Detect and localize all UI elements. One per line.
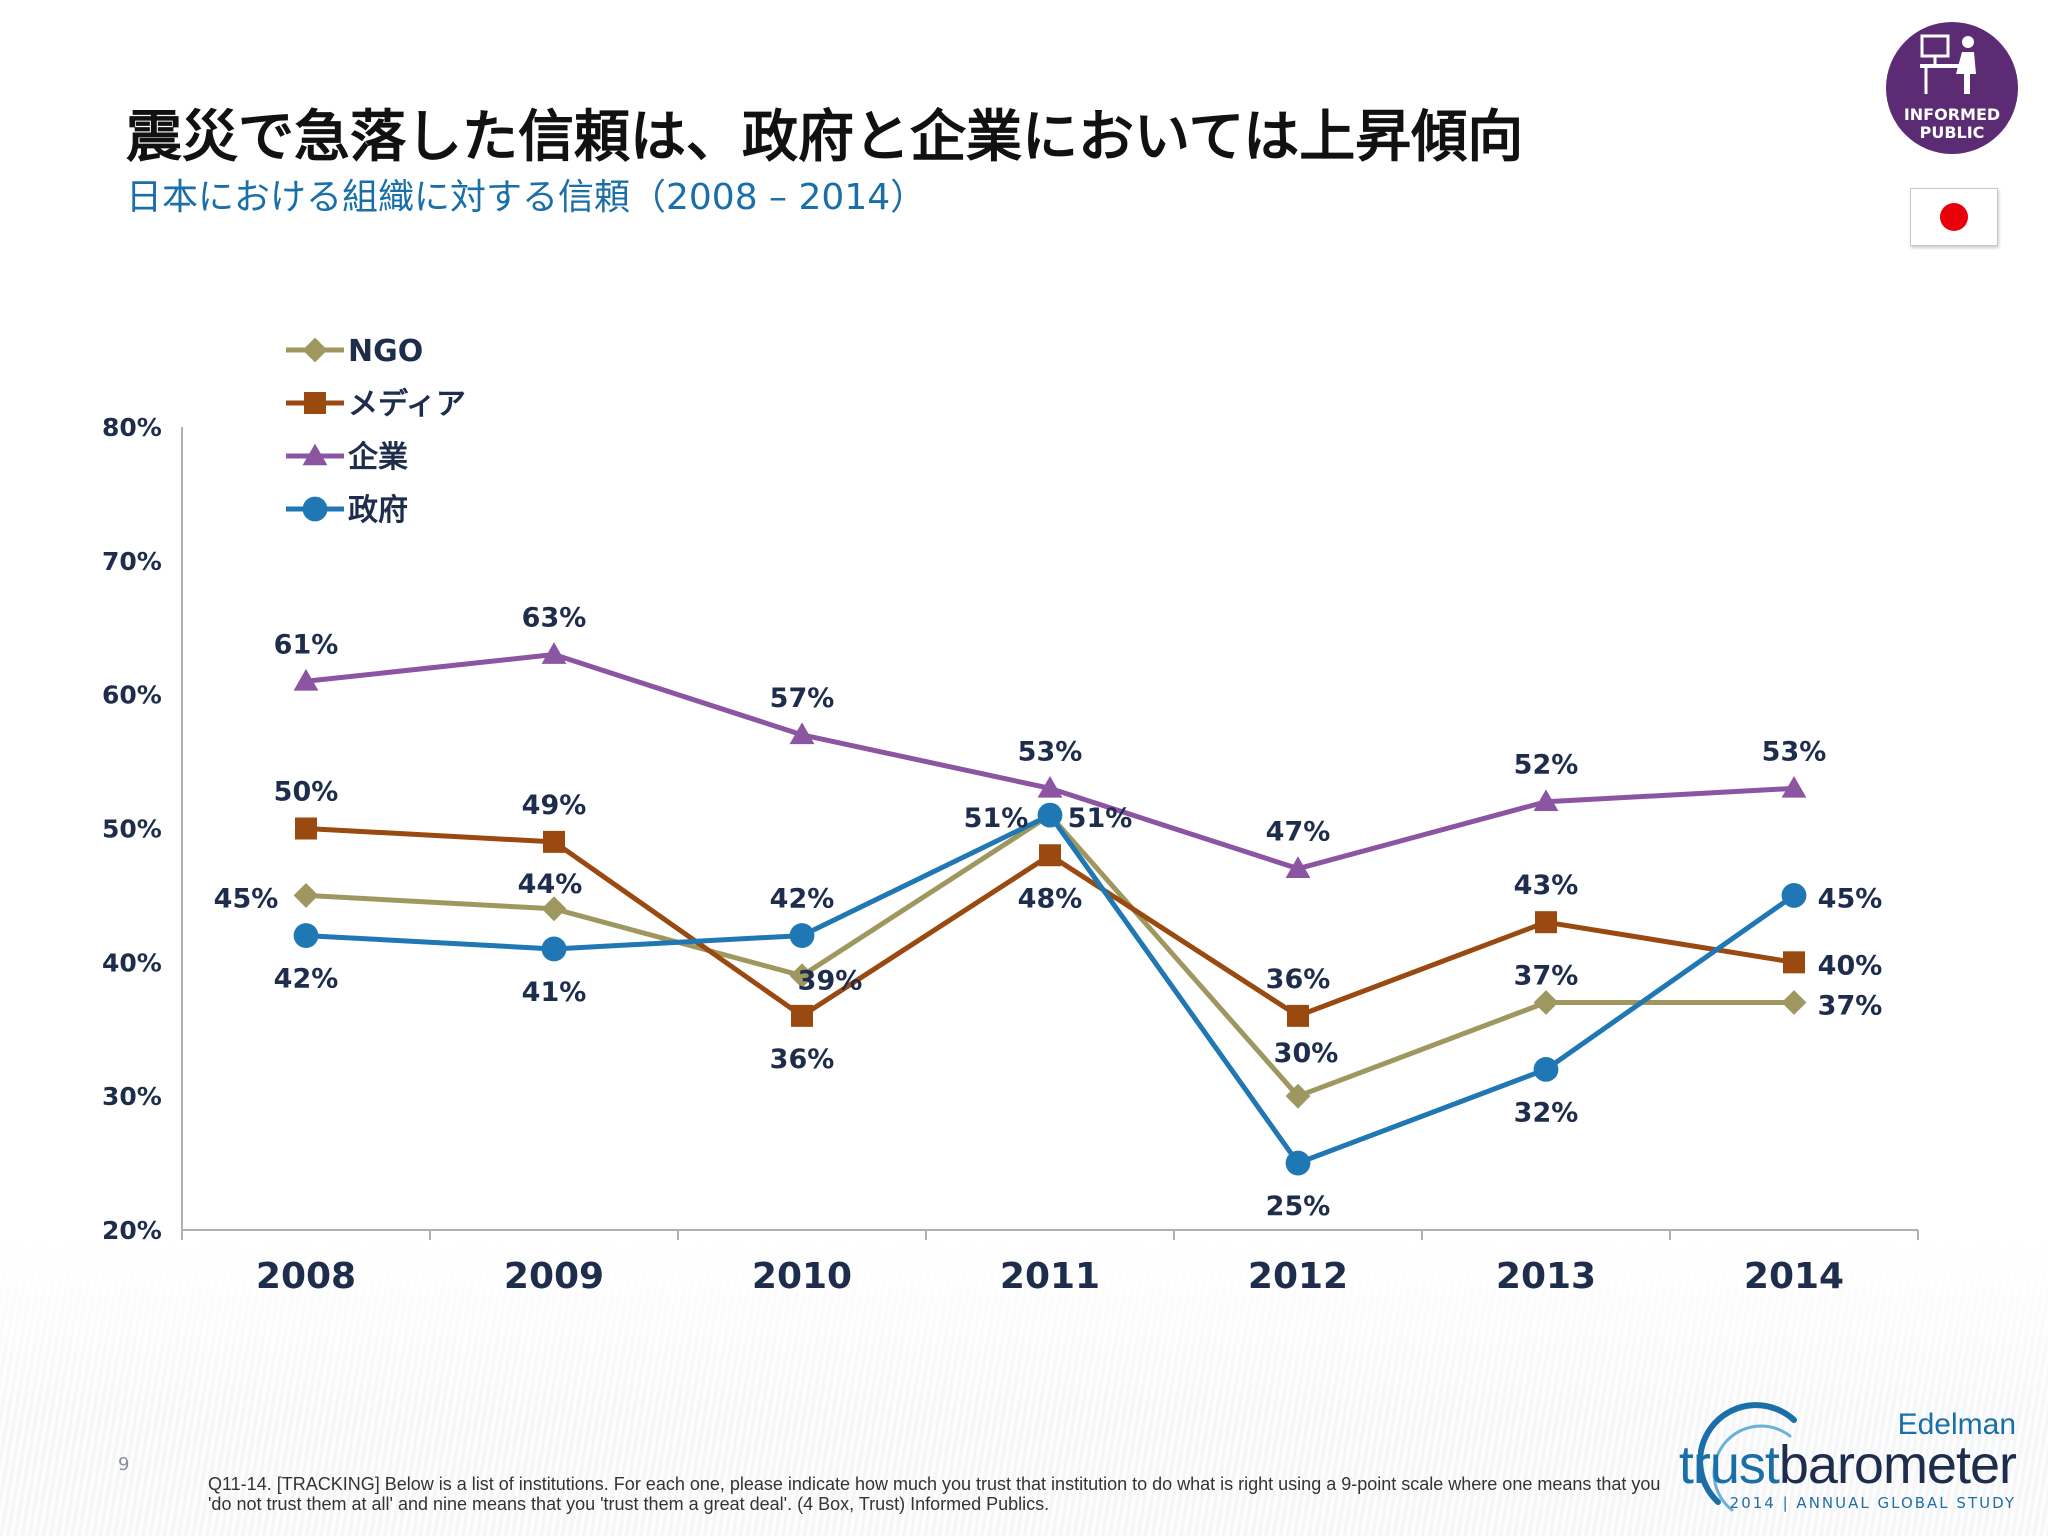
- y-tick-label: 40%: [102, 948, 162, 977]
- data-point-ngo: [541, 896, 567, 922]
- data-point-media: [791, 1004, 813, 1027]
- y-tick-label: 30%: [102, 1082, 162, 1111]
- data-point-business: [1037, 775, 1063, 798]
- data-label-media: 40%: [1818, 950, 1883, 981]
- data-point-media: [1039, 844, 1061, 867]
- data-point-business: [1533, 789, 1559, 812]
- data-point-government: [1285, 1150, 1311, 1176]
- data-point-government: [293, 923, 319, 948]
- y-tick-label: 50%: [102, 815, 162, 844]
- data-label-ngo: 39%: [798, 966, 863, 997]
- data-label-government: 32%: [1514, 1097, 1579, 1128]
- x-tick-label: 2008: [256, 1256, 356, 1297]
- data-label-media: 36%: [1266, 964, 1331, 995]
- data-label-government: 42%: [274, 964, 339, 995]
- data-label-ngo: 30%: [1274, 1038, 1339, 1069]
- data-label-media: 36%: [770, 1044, 835, 1075]
- person-at-desk-icon: [1920, 34, 1976, 94]
- data-point-business: [1285, 856, 1311, 878]
- data-point-media: [1535, 911, 1557, 934]
- legend-marker-business: [302, 443, 328, 466]
- data-label-government: 42%: [770, 884, 835, 915]
- data-point-business: [293, 668, 319, 691]
- japan-flag-icon: [1910, 188, 1998, 246]
- data-label-media: 48%: [1018, 883, 1083, 914]
- badge-label: INFORMED PUBLIC: [1903, 105, 2001, 142]
- data-point-media: [1783, 951, 1805, 974]
- data-point-government: [1781, 883, 1807, 908]
- x-tick-label: 2014: [1744, 1256, 1844, 1297]
- data-label-ngo: 51%: [1068, 803, 1133, 834]
- data-point-government: [1037, 802, 1063, 828]
- x-tick-label: 2012: [1248, 1256, 1348, 1297]
- data-point-ngo: [1285, 1083, 1311, 1109]
- page-subtitle: 日本における組織に対する信頼（2008 – 2014）: [126, 177, 927, 218]
- brand-product: trustbarometer: [1678, 1435, 2017, 1495]
- page-number: 9: [118, 1454, 130, 1475]
- data-label-media: 43%: [1514, 870, 1579, 901]
- flag-sun: [1940, 203, 1968, 231]
- data-label-ngo: 45%: [214, 883, 279, 914]
- data-point-media: [1287, 1004, 1309, 1027]
- data-point-government: [1533, 1057, 1559, 1082]
- x-tick-label: 2011: [1000, 1256, 1100, 1297]
- data-label-business: 53%: [1762, 736, 1827, 767]
- data-label-government: 51%: [964, 803, 1029, 834]
- data-point-ngo: [1533, 990, 1559, 1015]
- y-tick-label: 70%: [102, 547, 162, 576]
- brand-company: Edelman: [1897, 1408, 2016, 1441]
- data-label-media: 50%: [274, 777, 339, 808]
- data-point-business: [541, 642, 567, 664]
- legend-marker-media: [304, 392, 326, 414]
- y-tick-label: 60%: [102, 681, 162, 710]
- legend-marker-government: [302, 496, 328, 522]
- x-tick-label: 2010: [752, 1256, 852, 1297]
- x-tick-label: 2013: [1496, 1256, 1596, 1297]
- data-label-ngo: 37%: [1514, 960, 1579, 991]
- data-label-government: 45%: [1818, 883, 1883, 914]
- brand-study: 2014 | ANNUAL GLOBAL STUDY: [1729, 1494, 2016, 1512]
- legend-label-government: 政府: [348, 493, 408, 528]
- page-title: 震災で急落した信頼は、政府と企業においては上昇傾向: [126, 105, 1524, 170]
- data-label-business: 53%: [1018, 736, 1083, 767]
- x-tick-label: 2009: [504, 1256, 604, 1297]
- data-point-media: [543, 830, 565, 853]
- data-label-business: 57%: [770, 683, 835, 714]
- data-label-government: 41%: [522, 977, 587, 1008]
- y-tick-label: 80%: [102, 413, 162, 442]
- data-point-ngo: [293, 883, 319, 908]
- data-point-media: [295, 817, 317, 840]
- data-point-government: [789, 923, 815, 948]
- informed-public-badge: INFORMED PUBLIC: [1886, 22, 2018, 154]
- data-point-ngo: [789, 963, 815, 989]
- data-label-ngo: 37%: [1818, 990, 1883, 1021]
- line-chart: 20% 30% 40% 50% 60% 70% 80% 2008 2009 2010 2011 201…: [102, 334, 1919, 1297]
- data-point-business: [789, 722, 815, 745]
- legend-label-business: 企業: [348, 440, 408, 475]
- data-point-business: [1781, 775, 1807, 798]
- data-label-business: 47%: [1266, 817, 1331, 848]
- data-point-government: [541, 936, 567, 962]
- data-label-ngo: 44%: [518, 869, 583, 900]
- data-label-business: 52%: [1514, 750, 1579, 781]
- data-label-media: 49%: [522, 790, 587, 821]
- data-point-ngo: [1781, 990, 1807, 1015]
- legend-label-media: メディア: [348, 387, 466, 422]
- legend-label-ngo: NGO: [348, 334, 423, 369]
- edelman-trustbarometer-logo: Edelman trustbarometer 2014 | ANNUAL GLO…: [1679, 1392, 2030, 1522]
- data-label-government: 25%: [1266, 1191, 1331, 1222]
- logo-arc-icon: [1698, 1402, 1797, 1512]
- data-label-business: 61%: [274, 629, 339, 660]
- legend-marker-ngo: [302, 337, 328, 363]
- footnote: Q11-14. [TRACKING] Below is a list of in…: [208, 1474, 1661, 1514]
- data-label-business: 63%: [522, 603, 587, 634]
- y-tick-label: 20%: [102, 1216, 162, 1245]
